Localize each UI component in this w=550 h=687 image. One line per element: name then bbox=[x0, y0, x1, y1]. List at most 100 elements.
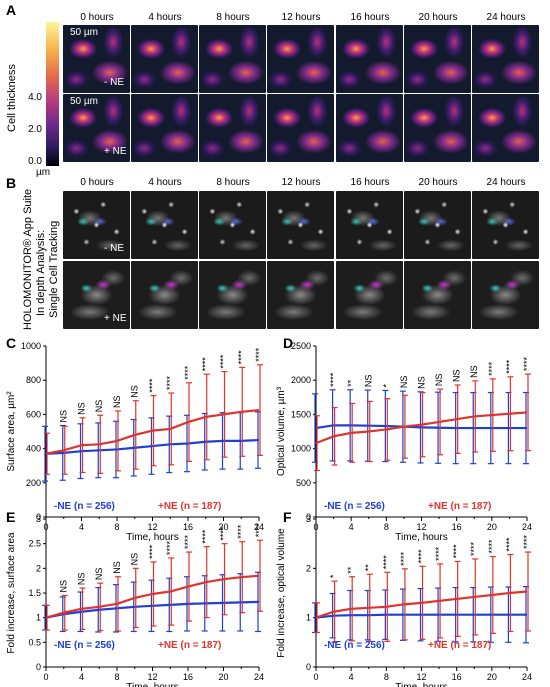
x-tick-label: 20 bbox=[487, 672, 497, 682]
significance-label: **** bbox=[165, 540, 175, 555]
x-tick-label: 12 bbox=[147, 522, 157, 532]
significance-label: **** bbox=[399, 551, 409, 566]
colorbar-tick: 2.0 bbox=[28, 124, 42, 135]
timepoint-label: 4 hours bbox=[148, 12, 182, 23]
x-tick-label: 0 bbox=[43, 672, 48, 682]
y-tick-label: 0 bbox=[36, 512, 41, 522]
microscopy-image bbox=[199, 191, 266, 259]
series-line bbox=[45, 600, 260, 619]
significance-label: **** bbox=[183, 365, 193, 380]
significance-label: **** bbox=[487, 539, 497, 554]
microscopy-image bbox=[472, 191, 539, 259]
microscopy-image bbox=[63, 261, 130, 329]
x-tick-label: 16 bbox=[452, 672, 462, 682]
legend-entry: +NE (n = 187) bbox=[158, 501, 221, 512]
significance-label: ** bbox=[364, 564, 374, 572]
x-tick-label: 20 bbox=[218, 522, 228, 532]
significance-label: NS bbox=[417, 376, 427, 389]
x-axis-label: Time, hours bbox=[395, 532, 447, 543]
timepoint-label: 20 hours bbox=[418, 12, 458, 23]
x-tick-label: 4 bbox=[79, 522, 84, 532]
series-line bbox=[315, 590, 528, 619]
significance-label: **** bbox=[504, 537, 514, 552]
microscopy-image bbox=[472, 94, 539, 162]
significance-label: **** bbox=[417, 549, 427, 564]
significance-label: NS bbox=[130, 553, 140, 566]
x-tick-label: 0 bbox=[313, 672, 318, 682]
panel-letter-a: A bbox=[6, 2, 17, 18]
y-tick-label: 2 bbox=[306, 563, 311, 573]
timepoint-label: 16 hours bbox=[350, 12, 390, 23]
legend-entry: -NE (n = 256) bbox=[324, 640, 385, 651]
panel-letter: F bbox=[283, 509, 292, 525]
series-line bbox=[45, 574, 260, 619]
y-tick-label: 1500 bbox=[291, 409, 311, 419]
microscopy-image bbox=[336, 25, 403, 93]
microscopy-image bbox=[336, 94, 403, 162]
microscopy-image bbox=[472, 261, 539, 329]
x-tick-label: 24 bbox=[522, 672, 532, 682]
x-tick-label: 12 bbox=[147, 672, 157, 682]
timepoint-label: 12 hours bbox=[281, 177, 321, 188]
significance-label: ** bbox=[346, 379, 356, 387]
x-tick-label: 12 bbox=[416, 672, 426, 682]
x-tick-label: 8 bbox=[114, 522, 119, 532]
y-tick-label: 1.5 bbox=[28, 588, 41, 598]
x-tick-label: 8 bbox=[384, 522, 389, 532]
significance-label: NS bbox=[77, 573, 87, 586]
legend-entry: -NE (n = 256) bbox=[324, 501, 385, 512]
condition-label: - NE bbox=[104, 243, 124, 254]
microscopy-image bbox=[63, 191, 130, 259]
x-tick-label: 4 bbox=[349, 522, 354, 532]
significance-label: NS bbox=[130, 385, 140, 398]
timepoint-label: 24 hours bbox=[486, 177, 526, 188]
microscopy-image bbox=[267, 94, 334, 162]
y-tick-label: 3 bbox=[36, 514, 41, 524]
x-axis-label: Time, hours bbox=[395, 682, 447, 687]
significance-label: **** bbox=[165, 376, 175, 391]
significance-label: **** bbox=[254, 347, 264, 362]
series-line bbox=[315, 424, 527, 430]
colorbar-tick: 4.0 bbox=[28, 92, 42, 103]
microscopy-image bbox=[199, 94, 266, 162]
panel-letter: E bbox=[6, 509, 15, 525]
significance-label: **** bbox=[201, 357, 211, 372]
microscopy-image bbox=[267, 191, 334, 259]
significance-label: NS bbox=[94, 568, 104, 581]
significance-label: NS bbox=[77, 402, 87, 415]
microscopy-image bbox=[131, 261, 198, 329]
scale-bar-label: 50 µm bbox=[70, 96, 98, 107]
x-tick-label: 8 bbox=[114, 672, 119, 682]
microscopy-image bbox=[336, 191, 403, 259]
y-tick-label: 0 bbox=[36, 662, 41, 672]
significance-label: **** bbox=[434, 546, 444, 561]
timepoint-label: 12 hours bbox=[281, 12, 321, 23]
significance-label: NS bbox=[59, 580, 69, 593]
y-tick-label: 1000 bbox=[291, 444, 311, 454]
y-tick-label: 3 bbox=[306, 514, 311, 524]
series-line bbox=[315, 613, 527, 619]
microscopy-image bbox=[199, 25, 266, 93]
y-tick-label: 1000 bbox=[21, 341, 41, 351]
colorbar-unit: µm bbox=[36, 167, 51, 178]
significance-label: **** bbox=[329, 372, 339, 387]
y-tick-label: 2000 bbox=[291, 375, 311, 385]
legend-entry: +NE (n = 187) bbox=[158, 640, 221, 651]
timepoint-label: 8 hours bbox=[216, 12, 250, 23]
microscopy-image bbox=[131, 191, 198, 259]
condition-label: + NE bbox=[104, 146, 127, 157]
significance-label: NS bbox=[112, 561, 122, 574]
y-axis-label: Surface area, µm² bbox=[6, 391, 17, 472]
x-tick-label: 20 bbox=[218, 672, 228, 682]
microscopy-image bbox=[63, 25, 130, 93]
panel-letter: C bbox=[6, 335, 16, 351]
x-tick-label: 12 bbox=[416, 522, 426, 532]
legend-entry: -NE (n = 256) bbox=[54, 640, 115, 651]
condition-label: + NE bbox=[104, 313, 127, 324]
condition-label: - NE bbox=[104, 77, 124, 88]
significance-label: **** bbox=[219, 526, 229, 541]
y-tick-label: 800 bbox=[26, 375, 41, 385]
significance-label: **** bbox=[452, 544, 462, 559]
legend-entry: +NE (n = 187) bbox=[428, 640, 491, 651]
